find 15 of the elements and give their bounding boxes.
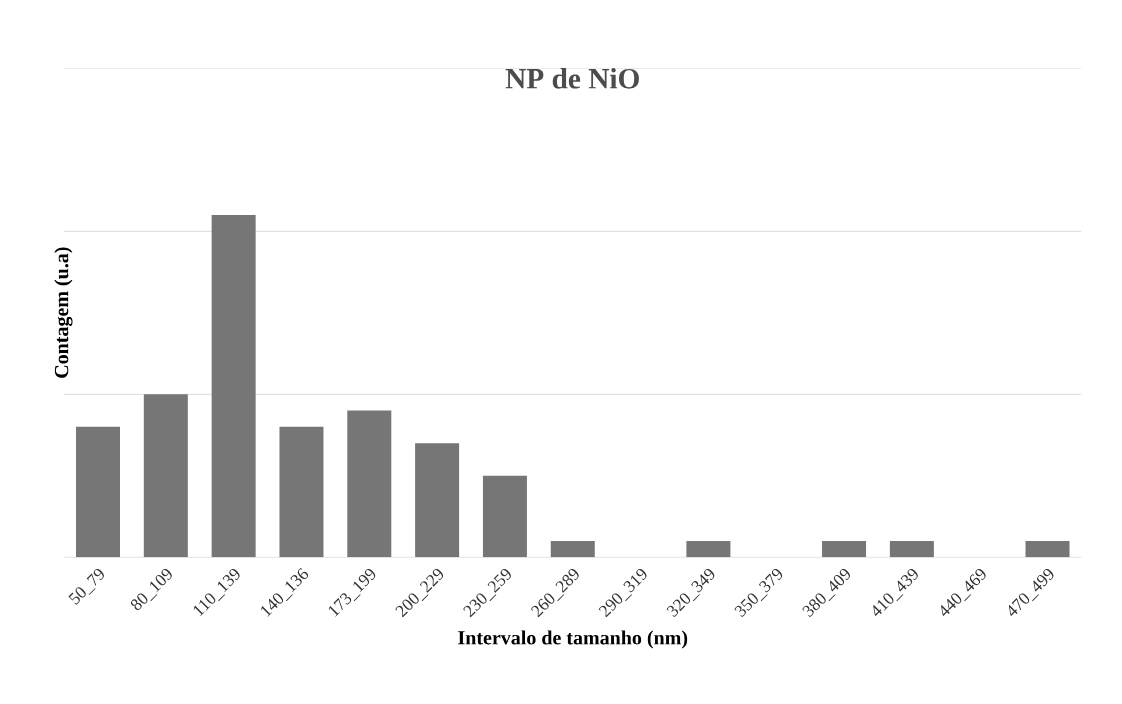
bar (1025, 540, 1070, 558)
x-axis-title: Intervalo de tamanho (nm) (458, 630, 688, 649)
bar (686, 540, 731, 558)
bar (347, 410, 392, 558)
y-axis-title: Contagem (u.a) (54, 247, 73, 378)
bar (889, 540, 934, 558)
bar (550, 540, 595, 558)
bar (415, 443, 460, 558)
bar (76, 426, 120, 558)
bar (822, 540, 867, 558)
bar (143, 394, 188, 558)
bar (279, 426, 324, 558)
chart-title: NP de NiO (505, 67, 639, 89)
bar (211, 214, 256, 558)
bar (482, 475, 527, 558)
